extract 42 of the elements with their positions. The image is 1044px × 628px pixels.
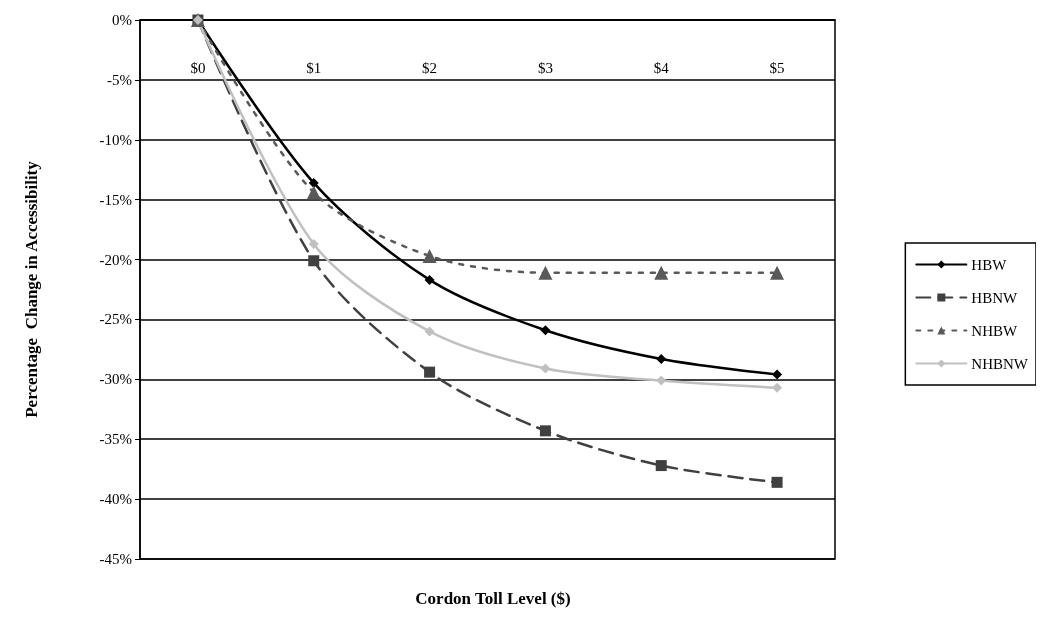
point — [424, 366, 436, 378]
y-tick-label: -35% — [99, 431, 132, 448]
point — [306, 185, 321, 200]
x-tick-label: $0 — [190, 59, 206, 76]
y-tick-label: -25% — [99, 311, 132, 328]
point — [540, 325, 551, 336]
x-tick-label: $4 — [653, 59, 670, 76]
point — [656, 375, 667, 386]
point — [770, 265, 785, 280]
point — [308, 177, 319, 188]
point — [308, 255, 320, 267]
legend-label: NHBW — [971, 322, 1019, 339]
y-tick-label: -10% — [99, 131, 132, 148]
x-tick-label: $1 — [306, 59, 322, 76]
legend-label: HBNW — [971, 289, 1019, 306]
y-tick-label: -45% — [99, 551, 132, 567]
y-tick-label: -30% — [99, 371, 132, 388]
x-tick-label: $2 — [422, 59, 438, 76]
y-axis-title: Percentage Change in Accessibility — [22, 160, 41, 418]
point — [772, 369, 783, 380]
point — [540, 363, 551, 374]
point — [539, 425, 551, 437]
point — [656, 353, 667, 364]
legend-label: HBW — [971, 256, 1008, 273]
x-tick-label: $3 — [537, 59, 553, 76]
point — [654, 265, 669, 280]
point — [772, 382, 783, 393]
y-tick-label: -5% — [107, 71, 132, 88]
legend-label: NHBNW — [971, 355, 1029, 372]
y-tick-label: -20% — [99, 251, 132, 268]
y-tick-label: 0% — [112, 12, 132, 28]
point — [424, 326, 435, 337]
x-tick-label: $5 — [769, 59, 785, 76]
point — [422, 248, 437, 263]
y-tick-label: -40% — [99, 491, 132, 508]
point — [655, 460, 667, 472]
point — [771, 476, 783, 488]
point — [424, 274, 435, 285]
y-tick-label: -15% — [99, 191, 132, 208]
point — [538, 265, 553, 280]
point — [308, 238, 319, 249]
x-axis-title: Cordon Toll Level ($) — [415, 589, 571, 608]
